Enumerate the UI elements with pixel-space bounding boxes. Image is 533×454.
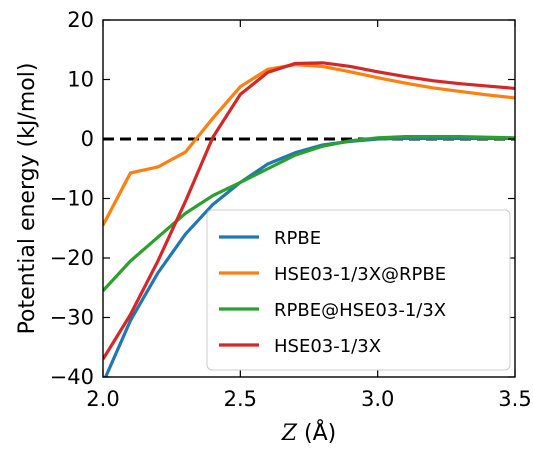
legend-box [206, 209, 511, 371]
y-tick-label: −20 [50, 246, 94, 270]
y-tick-label: 0 [81, 127, 94, 151]
x-tick-label: 3.5 [498, 387, 531, 411]
legend: RPBE HSE03-1/3X@RPBE RPBE@HSE03-1/3X HSE03-… [206, 209, 511, 371]
y-tick-label: −10 [50, 187, 94, 211]
y-tick-label: −40 [50, 365, 94, 389]
legend-label-3: RPBE@HSE03-1/3X [274, 300, 446, 321]
legend-label-2: HSE03-1/3X@RPBE [274, 264, 446, 285]
x-axis-label: Z (Å) [281, 419, 337, 446]
x-tick-label: 3.0 [361, 387, 394, 411]
x-tick-label: 2.5 [224, 387, 257, 411]
axes: 2.0 2.5 3.0 3.5 −40 −30 −20 −10 0 10 20 [50, 8, 532, 411]
series-line-1 [103, 136, 515, 377]
x-axis-unit: (Å) [297, 419, 336, 446]
plot-area [103, 61, 515, 377]
axis-labels: Z (Å) Potential energy (kJ/mol) [15, 63, 336, 446]
y-axis-label: Potential energy (kJ/mol) [15, 63, 40, 335]
series-line-2 [103, 63, 515, 227]
y-tick-label: 20 [67, 8, 94, 32]
legend-label-1: RPBE [274, 228, 321, 249]
legend-label-4: HSE03-1/3X [274, 336, 381, 357]
x-tick-label: 2.0 [86, 387, 119, 411]
series-line-4 [103, 61, 515, 360]
y-tick-label: 10 [67, 68, 94, 92]
x-axis-symbol: Z [281, 421, 298, 446]
series-line-3 [103, 135, 515, 292]
y-tick-label: −30 [50, 306, 94, 330]
